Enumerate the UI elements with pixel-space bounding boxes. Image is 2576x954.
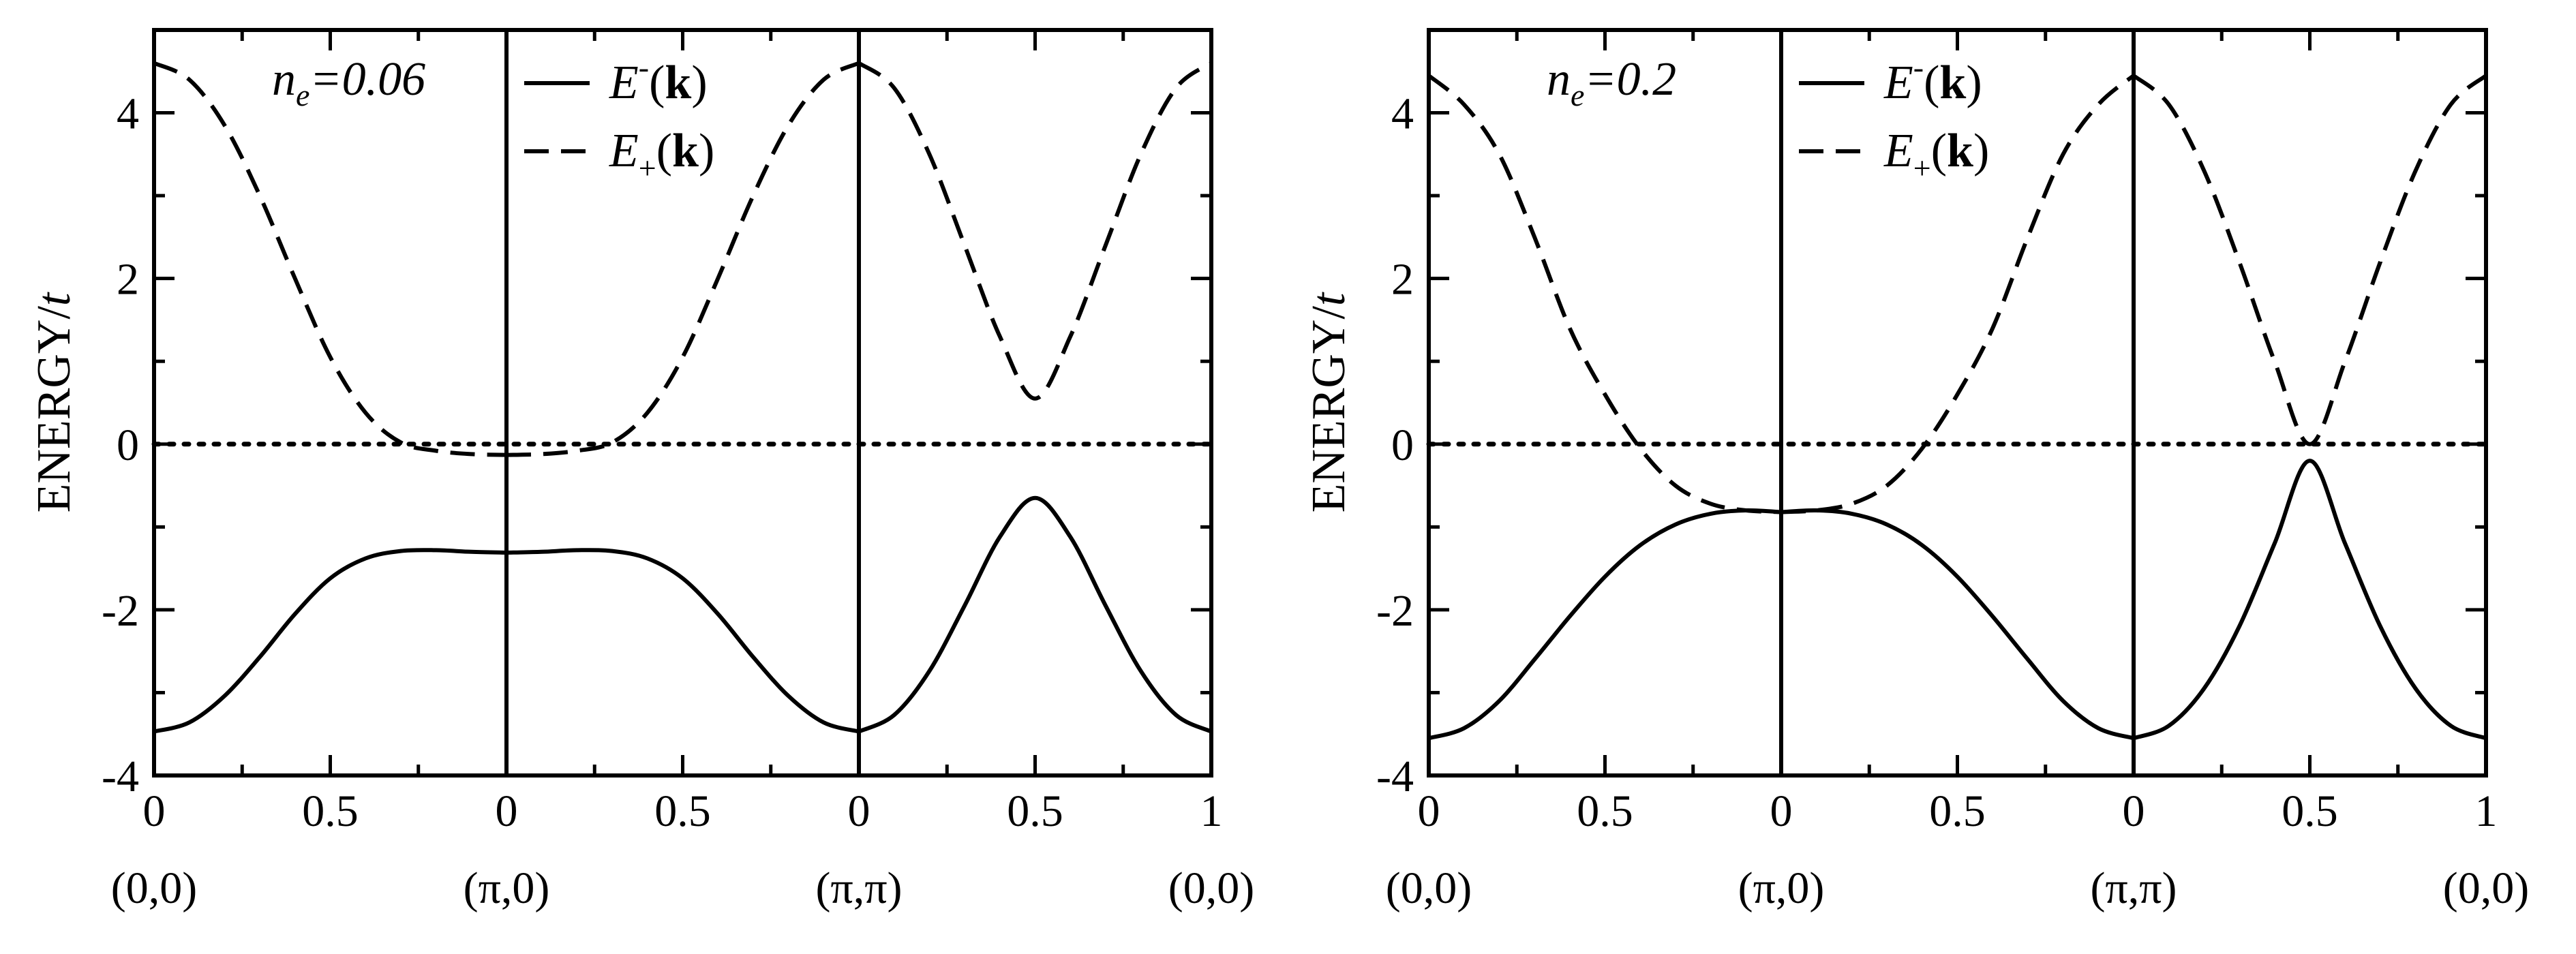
k-point-label: (0,0) [111, 863, 197, 913]
k-point-label: (π,π) [2090, 863, 2177, 913]
x-tick-label: 0 [143, 786, 166, 836]
x-tick-label: 0.5 [302, 786, 359, 836]
y-tick-label: -2 [102, 586, 139, 636]
E-plus-band-line [2132, 74, 2487, 446]
k-point-label: (π,0) [1738, 863, 1825, 913]
y-tick-label: 4 [117, 89, 139, 139]
electron-density-annotation: ne=0.06 [272, 53, 425, 112]
legend-entry: E+(k) [609, 125, 714, 185]
x-tick-label: 0 [2123, 786, 2145, 836]
plot-frame [152, 28, 1213, 778]
x-tick-label: 0.5 [1007, 786, 1063, 836]
x-tick-label: 0 [496, 786, 518, 836]
E-plus-band-line [506, 61, 860, 457]
E-plus-band-line [153, 61, 507, 457]
E-minus-band-line [153, 548, 507, 734]
y-tick-label: 2 [117, 255, 139, 305]
E-minus-band-line [2133, 459, 2487, 741]
E-minus-band-line [1428, 508, 1782, 741]
x-tick-label: 0 [848, 786, 870, 836]
E-plus-band-line [858, 61, 1213, 401]
x-tick-label: 0.5 [1577, 786, 1633, 836]
y-tick-label: 4 [1391, 89, 1414, 139]
y-tick-label: -4 [102, 752, 139, 801]
legend-entry: E+(k) [1883, 125, 1989, 185]
y-axis-label: ENERGY/t [1303, 292, 1355, 512]
x-tick-label: 1 [2475, 786, 2498, 836]
y-tick-label: 0 [117, 420, 139, 470]
panel-2: -4 -2 0 2 4 ENERGY/t 0 0.5 (0,0) 0 0.5 (π,0) 0 0.5 1 (π… [1303, 28, 2529, 913]
E-minus-band-line [506, 548, 860, 734]
k-point-label: (π,0) [464, 863, 550, 913]
y-tick-label: -2 [1376, 586, 1414, 636]
y-tick-label: 2 [1391, 255, 1414, 305]
x-tick-label: 0 [1418, 786, 1440, 836]
legend-entry: E-(k) [1883, 50, 1982, 109]
E-minus-band-line [858, 495, 1213, 734]
k-point-label: (π,π) [815, 863, 902, 913]
x-tick-label: 0.5 [2282, 786, 2338, 836]
x-tick-label: 0.5 [654, 786, 711, 836]
k-point-label: (0,0) [1386, 863, 1472, 913]
x-tick-label: 1 [1200, 786, 1223, 836]
k-point-label: (0,0) [1168, 863, 1254, 913]
y-axis-label: ENERGY/t [28, 292, 80, 512]
electron-density-annotation: ne=0.2 [1547, 53, 1676, 112]
legend-entry: E-(k) [609, 50, 708, 109]
x-tick-label: 0 [1770, 786, 1793, 836]
panel-1: -4 -2 0 2 4 ENERGY/t 0 0.5 (0,0) 0 0.5 (π,0) 0 0.5 1 (π… [28, 28, 1254, 913]
E-plus-band-line [1427, 74, 1782, 514]
plot-frame [1427, 28, 2488, 778]
y-tick-label: 0 [1391, 420, 1414, 470]
k-point-label: (0,0) [2443, 863, 2529, 913]
x-tick-label: 0.5 [1929, 786, 1986, 836]
E-minus-band-line [1781, 508, 2134, 741]
y-tick-label: -4 [1376, 752, 1414, 801]
